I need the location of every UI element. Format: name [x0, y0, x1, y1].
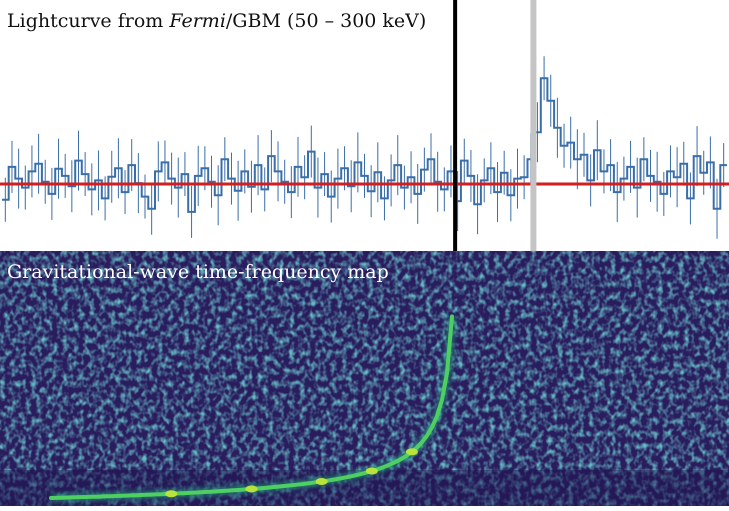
tf-map-title: Gravitational-wave time-frequency map [7, 261, 389, 283]
lightcurve-steps [2, 77, 727, 213]
lightcurve-background [0, 0, 729, 251]
chirp-hotspot [315, 478, 328, 486]
lightcurve-title: Lightcurve from Fermi/GBM (50 – 300 keV) [7, 10, 426, 32]
lightcurve-panel: Lightcurve from Fermi/GBM (50 – 300 keV) [0, 0, 729, 251]
time-frequency-panel: Gravitational-wave time-frequency map [0, 251, 729, 506]
tf-noise [0, 251, 729, 506]
chirp-hotspot [405, 448, 418, 456]
chirp-hotspot [165, 490, 178, 498]
chirp-hotspot [365, 467, 378, 475]
chirp-hotspot [245, 485, 258, 493]
chirp-hotspots [165, 448, 418, 498]
